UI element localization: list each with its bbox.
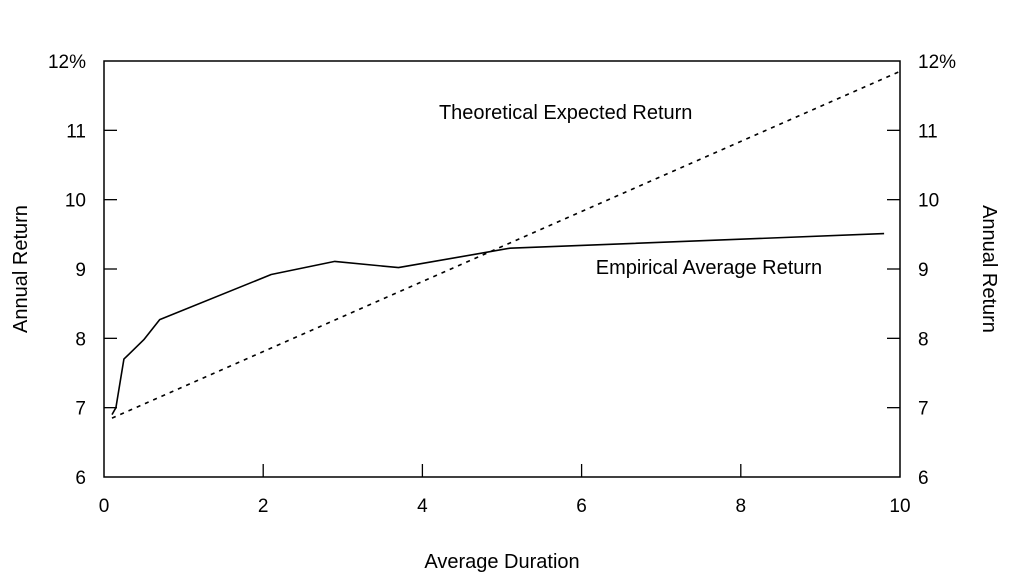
y-tick-label-left: 10 bbox=[65, 191, 86, 212]
y-axis-title-right: Annual Return bbox=[978, 205, 1000, 333]
empirical-return-line bbox=[111, 232, 885, 415]
y-tick-label-left: 6 bbox=[75, 468, 86, 489]
x-tick-label: 10 bbox=[889, 496, 910, 517]
y-tick-label-left: 9 bbox=[75, 260, 86, 281]
y-tick-label-left: 11 bbox=[66, 121, 86, 142]
annotation-layer: Theoretical Expected Return Empirical Ave… bbox=[439, 102, 822, 279]
x-tick-label: 0 bbox=[99, 496, 110, 517]
y-tick-label-left: 8 bbox=[75, 329, 86, 350]
x-tick-label: 4 bbox=[417, 496, 428, 517]
y-tick-label-right: 8 bbox=[918, 329, 929, 350]
y-axis-title-left: Annual Return bbox=[10, 205, 32, 333]
axis-ticks: 0 2 4 6 8 10 6 6 7 7 8 8 9 9 10 10 11 11 12% 12% bbox=[48, 52, 956, 517]
theoretical-return-label: Theoretical Expected Return bbox=[439, 102, 692, 124]
y-tick-label-right: 11 bbox=[918, 121, 938, 142]
y-tick-label-left: 12% bbox=[48, 52, 86, 73]
y-tick-label-left: 7 bbox=[75, 399, 86, 420]
y-tick-label-right: 9 bbox=[918, 260, 929, 281]
x-tick-label: 2 bbox=[258, 496, 269, 517]
y-tick-label-right: 6 bbox=[918, 468, 929, 489]
x-tick-label: 6 bbox=[576, 496, 587, 517]
y-tick-label-right: 12% bbox=[918, 52, 956, 73]
x-axis-title: Average Duration bbox=[424, 551, 579, 573]
y-tick-label-right: 7 bbox=[918, 399, 929, 420]
series-layer bbox=[111, 70, 901, 419]
empirical-return-label: Empirical Average Return bbox=[596, 257, 822, 279]
y-tick-label-right: 10 bbox=[918, 191, 939, 212]
x-tick-label: 8 bbox=[736, 496, 747, 517]
